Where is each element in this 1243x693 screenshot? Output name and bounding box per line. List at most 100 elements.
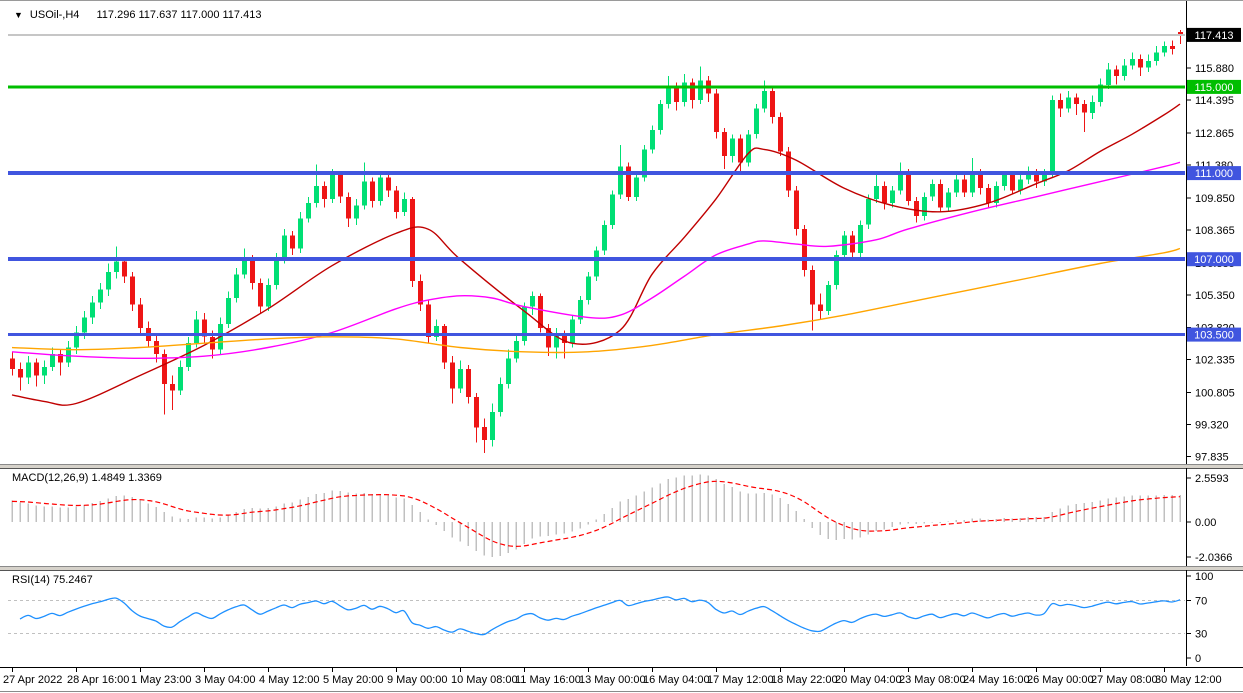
- macd-axis-label: -2.0366: [1195, 552, 1232, 564]
- macd-bar: [403, 498, 405, 522]
- candle-body: [602, 224, 607, 251]
- candle-body: [970, 173, 975, 193]
- macd-bar: [667, 479, 669, 522]
- candle-body: [50, 354, 55, 367]
- macd-bar: [795, 510, 797, 522]
- macd-bar: [507, 522, 509, 553]
- candle-body: [978, 173, 983, 189]
- macd-panel[interactable]: 2.5593 0.00 -2.0366: [0, 468, 1243, 566]
- panel-splitter-rsi[interactable]: [0, 566, 1243, 570]
- macd-bar: [851, 522, 853, 540]
- macd-bar: [307, 496, 309, 522]
- candle-body: [890, 190, 895, 204]
- rsi-canvas[interactable]: 100 70 30 0: [0, 570, 1243, 666]
- candle-body: [634, 177, 639, 197]
- macd-bar: [579, 522, 581, 529]
- macd-bar: [739, 491, 741, 522]
- macd-bar: [515, 522, 517, 550]
- candle-body: [66, 347, 71, 363]
- macd-bar: [163, 512, 165, 522]
- macd-bar: [251, 507, 253, 522]
- candle-body: [378, 177, 383, 202]
- candles-layer: [10, 30, 1183, 454]
- macd-bar: [499, 522, 501, 556]
- macd-bar: [1179, 494, 1181, 522]
- macd-bar: [563, 522, 565, 534]
- candle-body: [1026, 170, 1031, 180]
- macd-bar: [811, 522, 813, 528]
- candle-body: [442, 326, 447, 363]
- macd-bar: [419, 512, 421, 522]
- macd-bar: [355, 493, 357, 522]
- macd-axis-label: 0.00: [1195, 517, 1216, 529]
- macd-bar: [1051, 511, 1053, 522]
- macd-bar: [1107, 498, 1109, 522]
- macd-bar: [155, 507, 157, 522]
- candle-body: [74, 332, 79, 348]
- time-axis-panel[interactable]: 27 Apr 2022 28 Apr 16:00 1 May 23:00 3 May …: [0, 666, 1243, 693]
- candle-body: [666, 86, 671, 105]
- macd-bar: [195, 517, 197, 522]
- candle-body: [90, 302, 95, 318]
- time-axis-label: 3 May 04:00: [195, 674, 256, 686]
- price-level-badge: [1187, 166, 1241, 181]
- candle-body: [18, 369, 23, 378]
- macd-bar: [1155, 495, 1157, 522]
- macd-bar: [315, 494, 317, 522]
- candle-body: [554, 334, 559, 348]
- candle-body: [490, 412, 495, 441]
- macd-bar: [259, 508, 261, 522]
- macd-bar: [979, 518, 981, 522]
- candle-body: [642, 149, 647, 178]
- macd-bar: [867, 522, 869, 535]
- macd-bar: [539, 522, 541, 537]
- candle-body: [562, 334, 567, 344]
- macd-bar: [1059, 508, 1061, 522]
- macd-bar: [203, 517, 205, 522]
- macd-signal-line: [11, 480, 1181, 548]
- macd-bar: [755, 493, 757, 522]
- panel-splitter-macd[interactable]: [0, 464, 1243, 468]
- symbol-timeframe-label: USOil-,H4: [29, 9, 80, 21]
- candle-body: [586, 276, 591, 301]
- candle-body: [170, 384, 175, 391]
- candle-body: [714, 93, 719, 133]
- candle-body: [450, 362, 455, 389]
- candle-body: [314, 186, 319, 204]
- macd-bar: [379, 494, 381, 522]
- candle-body: [1002, 175, 1007, 186]
- main-chart-canvas[interactable]: 115.880114.395112.865111.380109.850108.3…: [0, 1, 1243, 464]
- macd-bar: [835, 522, 837, 540]
- candle-body: [82, 317, 87, 333]
- candle-body: [530, 295, 535, 307]
- candle-body: [322, 186, 327, 199]
- price-axis-label: 102.335: [1195, 355, 1235, 367]
- time-axis-canvas[interactable]: 27 Apr 2022 28 Apr 16:00 1 May 23:00 3 May …: [0, 666, 1243, 693]
- macd-bar: [619, 501, 621, 522]
- time-axis-label: 5 May 20:00: [323, 674, 384, 686]
- macd-bar: [1131, 495, 1133, 522]
- window-bottom-border: [0, 691, 1243, 692]
- macd-bar: [899, 522, 901, 525]
- current-price-badge-label: 117.413: [1195, 30, 1234, 42]
- candle-body: [1178, 32, 1183, 35]
- rsi-panel[interactable]: 100 70 30 0: [0, 570, 1243, 666]
- macd-bar: [267, 508, 269, 522]
- candle-body: [258, 282, 263, 307]
- price-axis-label: 100.805: [1195, 388, 1235, 400]
- main-chart-panel[interactable]: 115.880 114.395 112.865 111.380 109.850 108.3…: [0, 1, 1243, 464]
- time-axis-label: 17 May 12:00: [707, 674, 774, 686]
- candle-body: [730, 138, 735, 156]
- macd-canvas[interactable]: 2.5593 0.00 -2.0366: [0, 468, 1243, 566]
- macd-bar: [715, 479, 717, 522]
- candle-body: [578, 300, 583, 320]
- candle-body: [922, 196, 927, 217]
- candle-body: [626, 166, 631, 197]
- macd-bar: [235, 512, 237, 522]
- candle-body: [122, 261, 127, 277]
- candle-body: [522, 306, 527, 342]
- candle-body: [946, 192, 951, 208]
- macd-bar: [83, 504, 85, 522]
- macd-bar: [1163, 495, 1165, 522]
- candle-body: [186, 343, 191, 367]
